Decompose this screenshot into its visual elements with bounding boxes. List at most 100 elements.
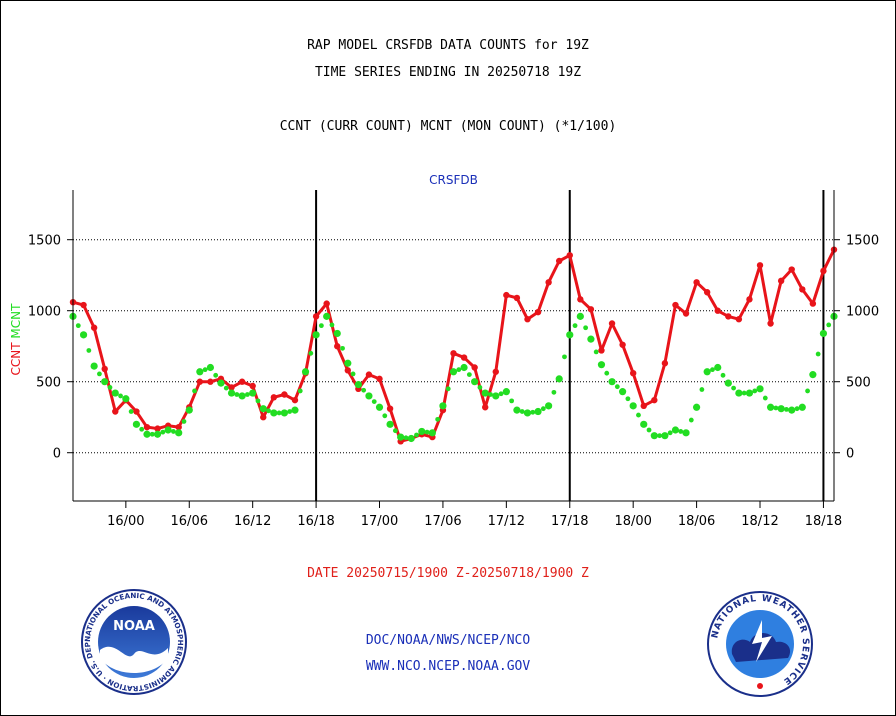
dot-segment-mcnt [667, 430, 673, 436]
x-tick-label: 17/18 [551, 514, 588, 529]
data-point-mcnt [587, 335, 595, 343]
dot-segment-mcnt [572, 323, 578, 329]
dot-segment-mcnt [382, 413, 388, 419]
noaa-logo: NATIONAL OCEANIC AND ATMOSPHERIC ADMINIS… [80, 588, 187, 695]
data-point-ccnt [270, 394, 278, 401]
data-point-mcnt [418, 427, 426, 436]
data-point-ccnt [640, 402, 647, 410]
dot-segment-mcnt [815, 351, 821, 357]
data-point-mcnt [756, 385, 764, 393]
dot-segment-mcnt [488, 392, 493, 397]
data-point-ccnt [587, 306, 595, 313]
y-tick-label-left: 0 [53, 447, 61, 462]
dot-segment-mcnt [329, 322, 335, 328]
dot-segment-mcnt [519, 409, 525, 414]
dot-segment-mcnt [149, 431, 155, 437]
dot-segment-mcnt [762, 395, 768, 401]
data-point-ccnt [598, 347, 605, 354]
data-point-ccnt [809, 300, 817, 307]
data-point-ccnt [344, 367, 352, 374]
data-point-ccnt [767, 320, 774, 327]
data-point-mcnt [502, 388, 510, 396]
data-point-mcnt [682, 429, 690, 437]
data-point-ccnt [555, 257, 563, 265]
dot-segment-mcnt [741, 390, 747, 396]
data-point-mcnt [175, 429, 183, 437]
data-point-ccnt [386, 405, 394, 412]
data-point-mcnt [809, 371, 817, 379]
data-point-ccnt [175, 423, 182, 431]
data-point-mcnt [534, 407, 542, 416]
data-point-mcnt [90, 362, 98, 370]
dot-segment-mcnt [139, 426, 145, 432]
data-point-ccnt [471, 364, 478, 371]
data-point-mcnt [597, 361, 606, 369]
data-point-mcnt [724, 379, 732, 387]
data-point-ccnt [788, 266, 795, 273]
dot-segment-mcnt [287, 409, 293, 414]
data-point-ccnt [545, 279, 552, 286]
data-point-mcnt [766, 403, 775, 411]
data-point-ccnt [714, 307, 721, 314]
dot-segment-mcnt [160, 429, 166, 435]
data-point-mcnt [227, 389, 236, 397]
dot-segment-mcnt [435, 416, 441, 422]
data-point-ccnt [154, 425, 161, 432]
data-point-ccnt [746, 296, 753, 303]
data-point-ccnt [629, 369, 637, 377]
y-tick-label-right: 500 [846, 376, 871, 391]
x-tick-label: 18/06 [678, 514, 715, 529]
data-point-mcnt [397, 433, 405, 441]
label-layer: 0 0 500 500 1000 1000 1500 1500 16/00 16/06 16/12 1… [9, 173, 879, 529]
data-point-mcnt [428, 429, 436, 437]
dot-segment-mcnt [614, 384, 620, 390]
dot-segment-mcnt [477, 384, 483, 390]
chart-title-line2: TIME SERIES ENDING IN 20250718 19Z [314, 65, 582, 80]
noaa-logo-text: NOAA [113, 619, 155, 634]
data-point-mcnt [819, 329, 828, 338]
data-point-ccnt [323, 300, 330, 307]
data-point-mcnt [629, 402, 637, 410]
data-point-ccnt [534, 308, 542, 316]
data-point-ccnt [376, 375, 383, 383]
dot-segment-mcnt [297, 388, 303, 394]
dot-segment-mcnt [657, 433, 663, 439]
data-point-mcnt [270, 409, 278, 417]
data-point-ccnt [619, 341, 626, 348]
y-axis-label-ccnt: CCNT [9, 339, 23, 376]
data-point-mcnt [703, 368, 711, 376]
data-point-mcnt [249, 389, 257, 397]
data-point-mcnt [798, 403, 806, 411]
data-point-ccnt [682, 310, 690, 317]
dot-segment-mcnt [646, 427, 652, 433]
dot-segment-mcnt [276, 410, 282, 416]
dot-segment-mcnt [86, 348, 92, 353]
data-point-mcnt [735, 389, 743, 397]
data-point-mcnt [280, 409, 288, 417]
data-point-ccnt [577, 296, 584, 303]
y-tick-label-right: 1000 [846, 305, 879, 320]
x-tick-label: 16/18 [297, 514, 334, 529]
data-point-ccnt [703, 289, 711, 296]
dot-segment-mcnt [636, 412, 641, 418]
data-point-ccnt [651, 396, 658, 404]
data-point-ccnt [291, 396, 299, 404]
data-point-mcnt [365, 392, 373, 400]
data-point-mcnt [206, 363, 215, 372]
data-point-ccnt [482, 404, 489, 411]
dot-segment-mcnt [551, 389, 557, 395]
dot-segment-mcnt [731, 385, 736, 391]
data-point-mcnt [196, 368, 204, 376]
data-point-mcnt [301, 368, 310, 376]
dot-segment-mcnt [350, 371, 356, 377]
data-point-mcnt [492, 392, 500, 400]
day-markers [315, 190, 825, 501]
grid-layer [73, 239, 834, 454]
data-point-mcnt [111, 389, 119, 397]
data-point-ccnt [725, 313, 732, 320]
dot-segment-mcnt [371, 399, 377, 404]
dot-segment-mcnt [784, 407, 789, 412]
y-tick-label-right: 0 [846, 447, 854, 462]
data-point-mcnt [375, 403, 384, 411]
